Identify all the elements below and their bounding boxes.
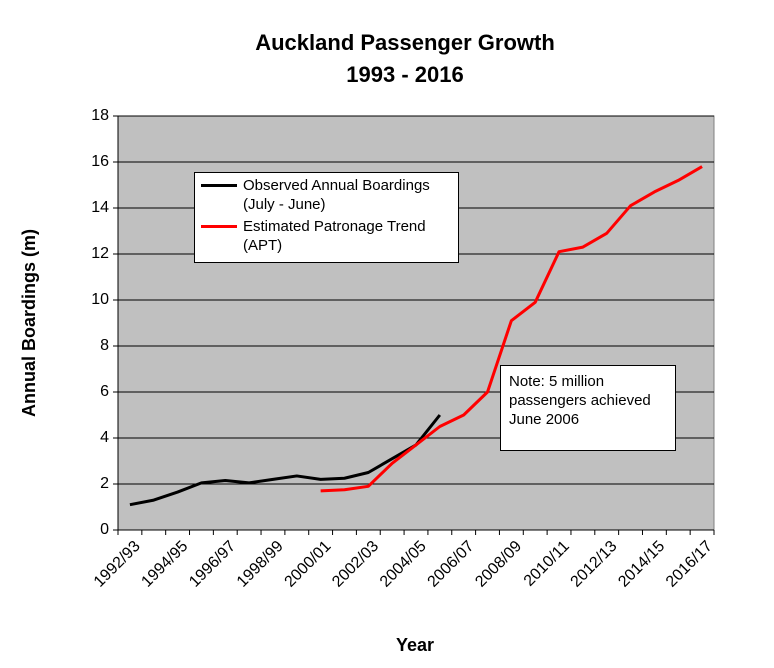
y-tick-label: 16 [91,153,109,170]
y-tick-label: 8 [100,337,109,354]
legend-swatch [201,225,237,228]
x-tick-label: 2008/09 [472,538,525,591]
legend-entry: Observed Annual Boardings (July - June) [201,176,452,214]
x-tick-label: 2014/15 [615,538,668,591]
chart-title: Auckland Passenger Growth [255,30,555,55]
legend: Observed Annual Boardings (July - June) E… [194,172,459,263]
y-tick-label: 14 [91,199,109,216]
legend-swatch [201,184,237,187]
x-tick-label: 2000/01 [282,538,335,591]
y-tick-label: 0 [100,521,109,538]
chart-subtitle: 1993 - 2016 [346,62,463,87]
y-tick-label: 2 [100,475,109,492]
line-series [129,414,442,507]
x-tick-label: 2004/05 [377,538,430,591]
y-tick-label: 6 [100,383,109,400]
legend-label: Observed Annual Boardings (July - June) [243,177,430,213]
legend-label: Estimated Patronage Trend (APT) [243,218,426,254]
y-tick-label: 12 [91,245,109,262]
x-tick-label: 1994/95 [138,538,191,591]
y-tick-label: 10 [91,291,109,308]
y-tick-label: 4 [100,429,109,446]
x-tick-label: 2012/13 [568,538,621,591]
x-axis-label: Year [396,635,434,655]
x-tick-label: 1998/99 [234,538,287,591]
legend-entry: Estimated Patronage Trend (APT) [201,217,452,255]
annotation: Note: 5 million passengers achieved June… [500,365,676,451]
x-tick-label: 1996/97 [186,538,239,591]
x-tick-label: 2016/17 [663,538,716,591]
x-tick-label: 2010/11 [521,538,573,590]
x-tick-label: 2006/07 [425,538,478,591]
x-tick-label: 1992/93 [91,538,144,591]
y-tick-label: 18 [91,107,109,124]
y-axis-label: Annual Boardings (m) [19,229,39,417]
line-series [320,165,703,493]
x-tick-label: 2002/03 [329,538,382,591]
